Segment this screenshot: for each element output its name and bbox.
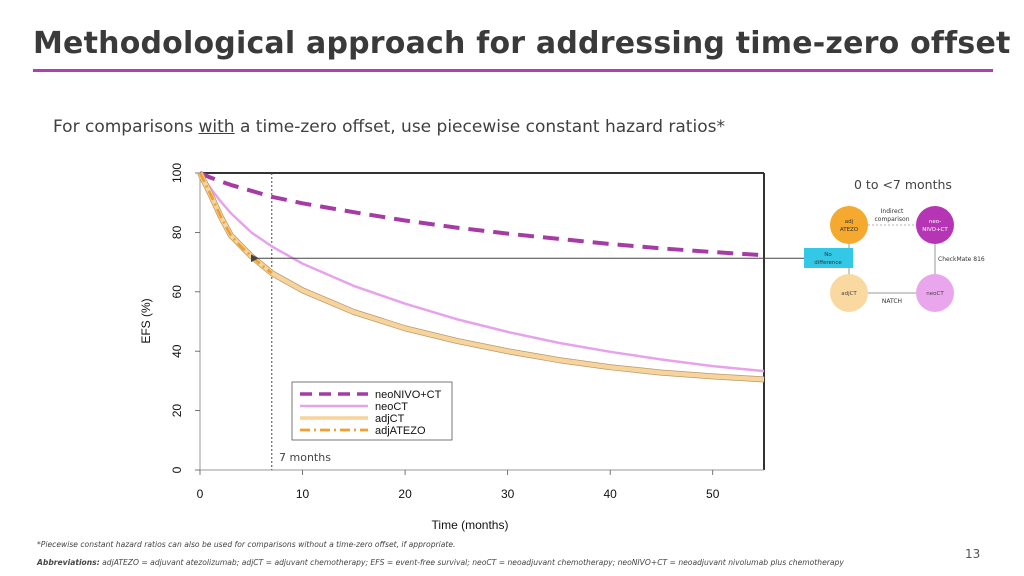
natch-label: NATCH <box>882 298 902 305</box>
no-difference-line2: difference <box>814 260 842 266</box>
series-adjct <box>197 172 765 382</box>
series-adjatezo <box>198 172 273 275</box>
subtitle-underlined-word: with <box>198 117 235 137</box>
subtitle-suffix: a time-zero offset, use piecewise consta… <box>234 117 725 137</box>
subtitle-prefix: For comparisons <box>53 117 199 137</box>
node-adjct-label: adjCT <box>841 291 857 297</box>
node-neoct-label: neoCT <box>926 291 944 297</box>
abbreviations-label: Abbreviations: <box>37 558 100 567</box>
footnote: *Piecewise constant hazard ratios can al… <box>37 540 456 549</box>
x-tick-label: 40 <box>604 487 618 501</box>
network-diagram: 0 to <7 months Indirect comparison adj A… <box>804 177 985 312</box>
y-tick-label: 60 <box>170 285 184 299</box>
node-neo-nivo-ct-label1: neo- <box>929 219 941 225</box>
y-tick-label: 40 <box>170 344 184 358</box>
node-adj-atezo-label2: ATEZO <box>840 227 859 233</box>
checkmate-label: CheckMate 816 <box>938 256 985 263</box>
network-title: 0 to <7 months <box>854 177 952 192</box>
y-axis-title: EFS (%) <box>139 298 153 343</box>
page-title: Methodological approach for addressing t… <box>33 26 1011 61</box>
series-neoct <box>198 172 765 373</box>
x-tick-label: 50 <box>706 487 720 501</box>
plot-frame <box>199 172 765 471</box>
legend-label-adjct: adjCT <box>375 413 405 425</box>
x-tick-label: 0 <box>197 487 204 501</box>
node-neo-nivo-ct-label2: NIVO+CT <box>922 227 948 233</box>
axis-ticks: 0 10 20 30 40 50 0 20 40 60 80 100 <box>170 163 720 501</box>
y-tick-label: 20 <box>170 404 184 418</box>
no-difference-box <box>804 248 853 268</box>
x-tick-label: 30 <box>501 487 515 501</box>
node-adjct <box>830 274 868 312</box>
node-neoct <box>916 274 954 312</box>
x-tick-label: 10 <box>296 487 310 501</box>
indirect-label-line1: Indirect <box>881 208 904 215</box>
title-underline <box>33 69 993 72</box>
legend-label-neoct: neoCT <box>375 401 408 413</box>
page-number: 13 <box>965 547 981 561</box>
legend-label-adjatezo: adjATEZO <box>375 425 426 437</box>
series-adjct-outline <box>197 171 765 383</box>
seven-months-label: 7 months <box>279 451 331 464</box>
node-adj-atezo-label1: adj <box>845 219 854 225</box>
slide-subtitle: For comparisons with a time-zero offset,… <box>53 117 725 137</box>
legend-label-neonivo-ct: neoNIVO+CT <box>375 389 442 401</box>
x-tick-label: 20 <box>398 487 412 501</box>
node-neo-nivo-ct <box>916 206 954 244</box>
legend-box <box>291 381 453 441</box>
y-tick-label: 0 <box>170 466 184 473</box>
node-adj-atezo <box>830 206 868 244</box>
abbreviations-text: adjATEZO = adjuvant atezolizumab; adjCT … <box>99 558 844 567</box>
abbreviations: Abbreviations: adjATEZO = adjuvant atezo… <box>37 558 844 567</box>
x-axis-title: Time (months) <box>432 518 509 532</box>
y-tick-label: 80 <box>170 225 184 239</box>
series-neonivo-ct <box>199 171 765 258</box>
no-difference-line1: No <box>824 252 832 258</box>
series-lines <box>197 171 765 383</box>
indirect-label-line2: comparison <box>874 216 909 223</box>
y-tick-label: 100 <box>170 163 184 183</box>
chart-legend: neoNIVO+CT neoCT adjCT adjATEZO <box>291 381 453 441</box>
